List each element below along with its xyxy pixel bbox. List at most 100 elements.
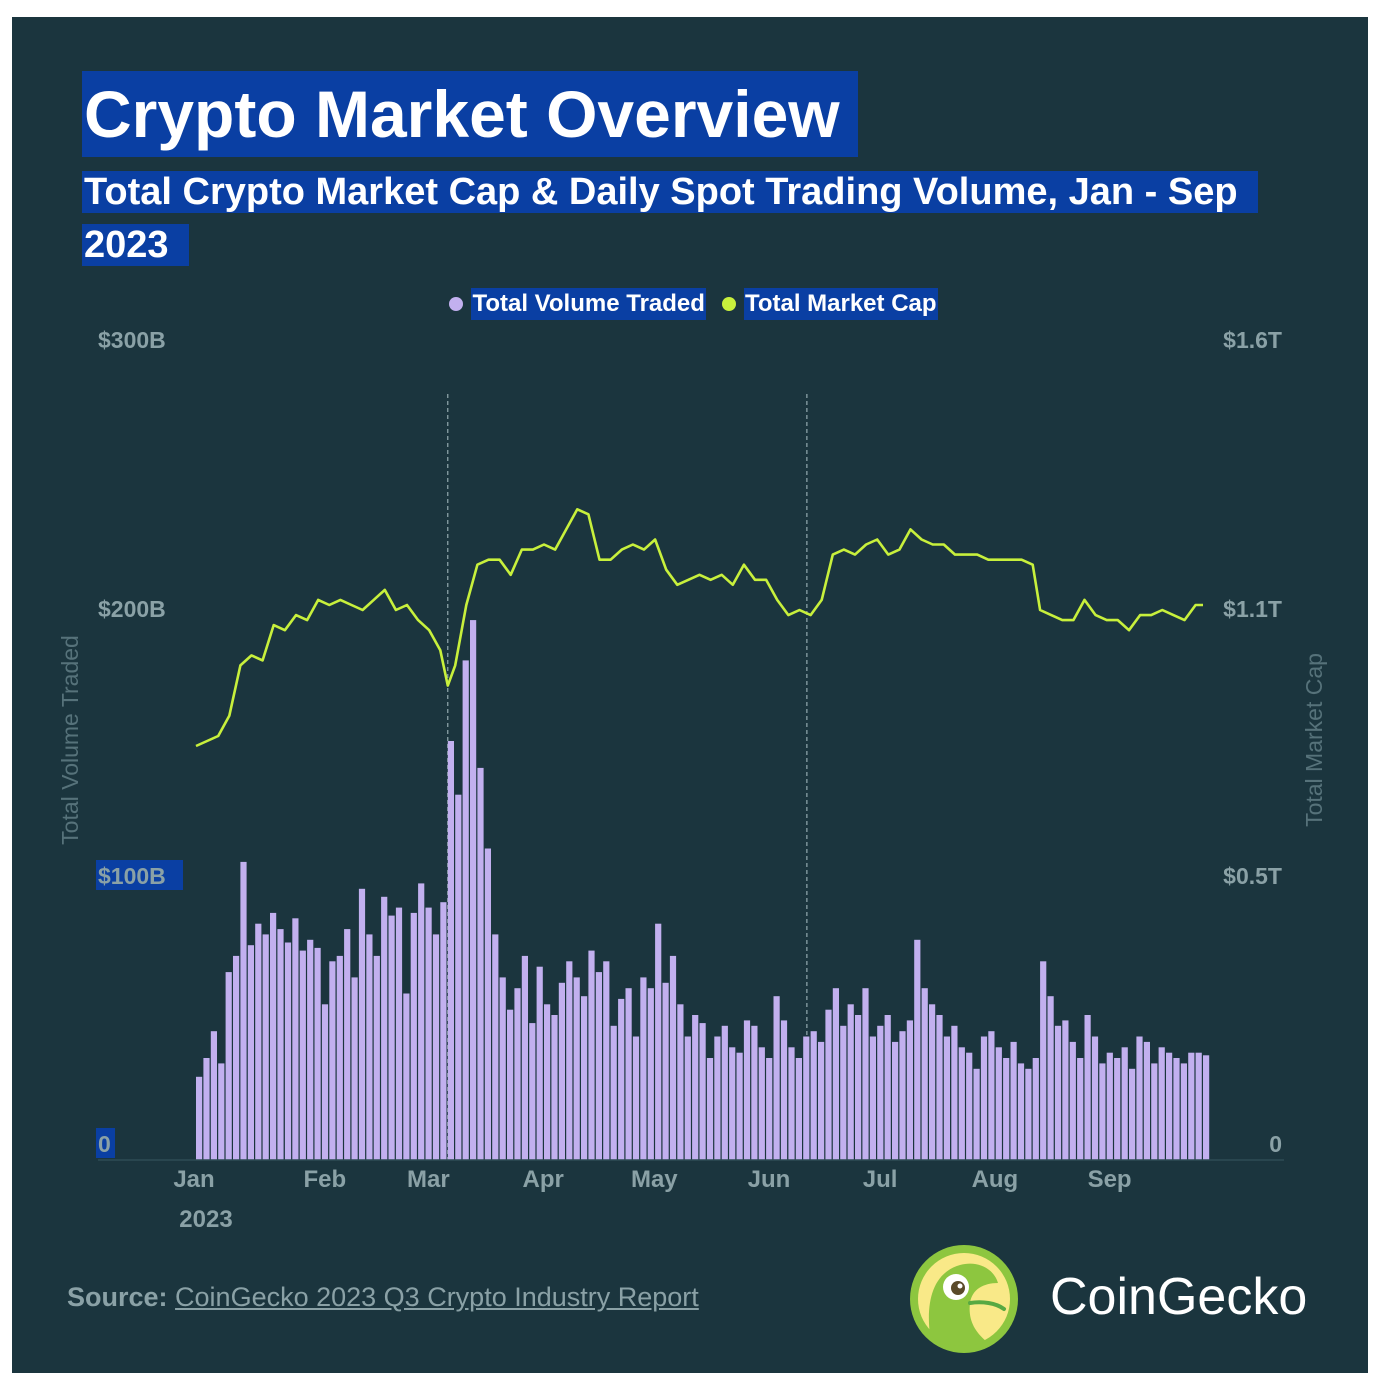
volume-bar (906, 1020, 913, 1160)
volume-bar (1114, 1058, 1121, 1160)
volume-bar (847, 1004, 854, 1160)
brand-name: CoinGecko (1050, 1268, 1308, 1326)
volume-bar (729, 1047, 736, 1160)
volume-bar (1203, 1055, 1210, 1160)
volume-bar (662, 982, 669, 1160)
x-tick-mar: Mar (407, 1166, 450, 1193)
volume-bar (462, 660, 469, 1160)
volume-bar (773, 996, 780, 1160)
volume-bar (625, 988, 632, 1160)
volume-bar (529, 1023, 536, 1160)
volume-bar (210, 1031, 217, 1160)
volume-bar (255, 923, 262, 1160)
volume-bar (366, 934, 373, 1160)
volume-bar (1084, 1015, 1091, 1160)
volume-bar (395, 907, 403, 1160)
legend-item-volume[interactable]: Total Volume Traded (449, 288, 706, 320)
volume-bar (314, 947, 321, 1160)
volume-bar (225, 972, 232, 1160)
x-tick-aug: Aug (972, 1166, 1019, 1193)
volume-bar (1143, 1041, 1150, 1160)
volume-bar (899, 1031, 906, 1160)
volume-bar (980, 1036, 988, 1160)
volume-bar (240, 861, 247, 1160)
volume-bar (1158, 1047, 1165, 1160)
volume-bar (536, 966, 543, 1160)
y-left-tick-100: $100B (98, 863, 166, 889)
volume-bar (521, 955, 528, 1160)
x-tick-sep: Sep (1088, 1166, 1132, 1193)
coingecko-logo-icon (910, 1245, 1018, 1353)
volume-bar (299, 950, 306, 1160)
volume-bar (862, 988, 869, 1160)
volume-bar (810, 1031, 817, 1160)
volume-bar (1025, 1068, 1032, 1160)
y-right-tick-0-5: $0.5T (1223, 863, 1282, 889)
volume-bar (832, 988, 839, 1160)
volume-bar (307, 939, 314, 1160)
volume-bar (447, 741, 454, 1160)
volume-bar (381, 896, 388, 1160)
volume-bar (699, 1023, 706, 1160)
volume-bar (514, 988, 521, 1160)
source-link[interactable]: CoinGecko 2023 Q3 Crypto Industry Report (175, 1282, 699, 1312)
volume-bar (551, 1015, 558, 1160)
volume-bar (780, 1020, 788, 1160)
volume-bar (270, 912, 277, 1160)
volume-bar (966, 1052, 973, 1160)
volume-bar (973, 1068, 980, 1160)
volume-bar (1195, 1052, 1202, 1160)
volume-bar (714, 1036, 721, 1160)
volume-bar (995, 1047, 1002, 1160)
volume-bar (766, 1058, 773, 1160)
volume-bar (1136, 1036, 1143, 1160)
volume-bar (943, 1036, 950, 1160)
volume-bar (840, 1025, 847, 1160)
volume-bar (1047, 996, 1054, 1160)
y-left-tick-100-highlight (96, 860, 183, 890)
volume-bar (914, 939, 921, 1160)
volume-bar (706, 1058, 714, 1160)
volume-bar (196, 1076, 203, 1160)
volume-bar (721, 1025, 728, 1160)
volume-bar (632, 1036, 640, 1160)
volume-bar (418, 883, 425, 1160)
volume-bar (455, 794, 462, 1160)
volume-bar (892, 1041, 899, 1160)
volume-bar (507, 1009, 514, 1160)
volume-bar (410, 912, 417, 1160)
y-left-axis-label: Total Volume Traded (57, 635, 83, 845)
volume-bar (588, 950, 595, 1160)
volume-bar (403, 993, 410, 1160)
volume-bar (692, 1015, 699, 1160)
volume-bar (1099, 1063, 1106, 1160)
x-tick-apr: Apr (523, 1166, 564, 1193)
volume-bar (1180, 1063, 1187, 1160)
legend-item-market-cap[interactable]: Total Market Cap (721, 288, 938, 320)
volume-bar (803, 1036, 810, 1160)
volume-bars (196, 620, 1210, 1160)
volume-bar (929, 1004, 936, 1160)
volume-bar (855, 1015, 862, 1160)
volume-bar (203, 1058, 210, 1160)
volume-bar (284, 942, 292, 1160)
volume-bar (218, 1063, 225, 1160)
volume-bar (751, 1025, 758, 1160)
legend-label-volume: Total Volume Traded (471, 288, 706, 320)
volume-bar (936, 1015, 943, 1160)
volume-bar (484, 848, 491, 1160)
volume-bar (1010, 1041, 1017, 1160)
volume-bar (470, 620, 477, 1160)
volume-bar (1129, 1068, 1136, 1160)
legend-label-market-cap: Total Market Cap (743, 288, 938, 320)
y-right-tick-1-1: $1.1T (1223, 596, 1282, 622)
x-axis-ticks: Jan Feb Mar Apr May Jun Jul Aug Sep (173, 1166, 1131, 1193)
volume-bar (233, 955, 240, 1160)
volume-bar (292, 918, 299, 1160)
volume-bar (877, 1025, 884, 1160)
volume-bar (262, 934, 269, 1160)
volume-bar (610, 1025, 617, 1160)
volume-bar (247, 945, 254, 1160)
volume-bar (743, 1020, 751, 1160)
volume-bar (440, 902, 447, 1160)
